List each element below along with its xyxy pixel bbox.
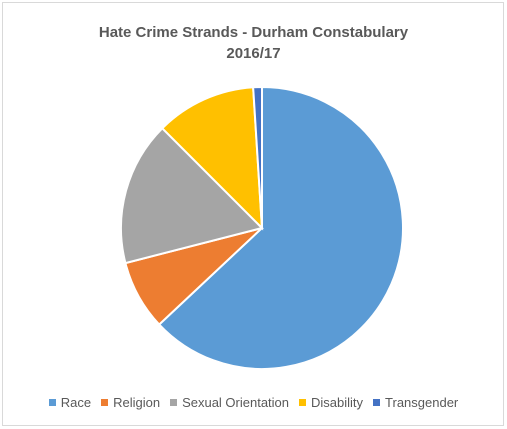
pie-slice-disability xyxy=(160,86,264,231)
pie-slices xyxy=(120,85,404,370)
legend-item-race: Race xyxy=(48,395,92,410)
chart-title: Hate Crime Strands - Durham Constabulary… xyxy=(0,22,507,64)
legend-label: Transgender xyxy=(385,395,459,410)
legend-label: Disability xyxy=(311,395,364,410)
legend-swatch xyxy=(48,399,56,406)
legend-item-religion: Religion xyxy=(101,395,160,410)
legend-label: Race xyxy=(60,395,92,410)
legend-label: Religion xyxy=(113,395,161,410)
pie-slice-transgender xyxy=(252,85,263,229)
legend-swatch xyxy=(101,399,109,406)
chart-title-line1: Hate Crime Strands - Durham Constabulary xyxy=(98,24,409,41)
legend-item-disability: Disability xyxy=(299,395,363,410)
chart-legend: Race Religion Sexual Orientation Disability… xyxy=(0,395,507,410)
legend-label: Sexual Orientation xyxy=(182,395,290,410)
legend-item-sexual-orientation: Sexual Orientation xyxy=(170,395,289,410)
chart-title-line2: 2016/17 xyxy=(226,45,281,62)
legend-swatch xyxy=(299,399,307,406)
pie-slice-sexual-orientation xyxy=(120,126,264,265)
legend-swatch xyxy=(170,399,178,406)
legend-swatch xyxy=(373,399,381,406)
legend-item-transgender: Transgender xyxy=(373,395,458,410)
pie-slice-race xyxy=(157,85,404,370)
